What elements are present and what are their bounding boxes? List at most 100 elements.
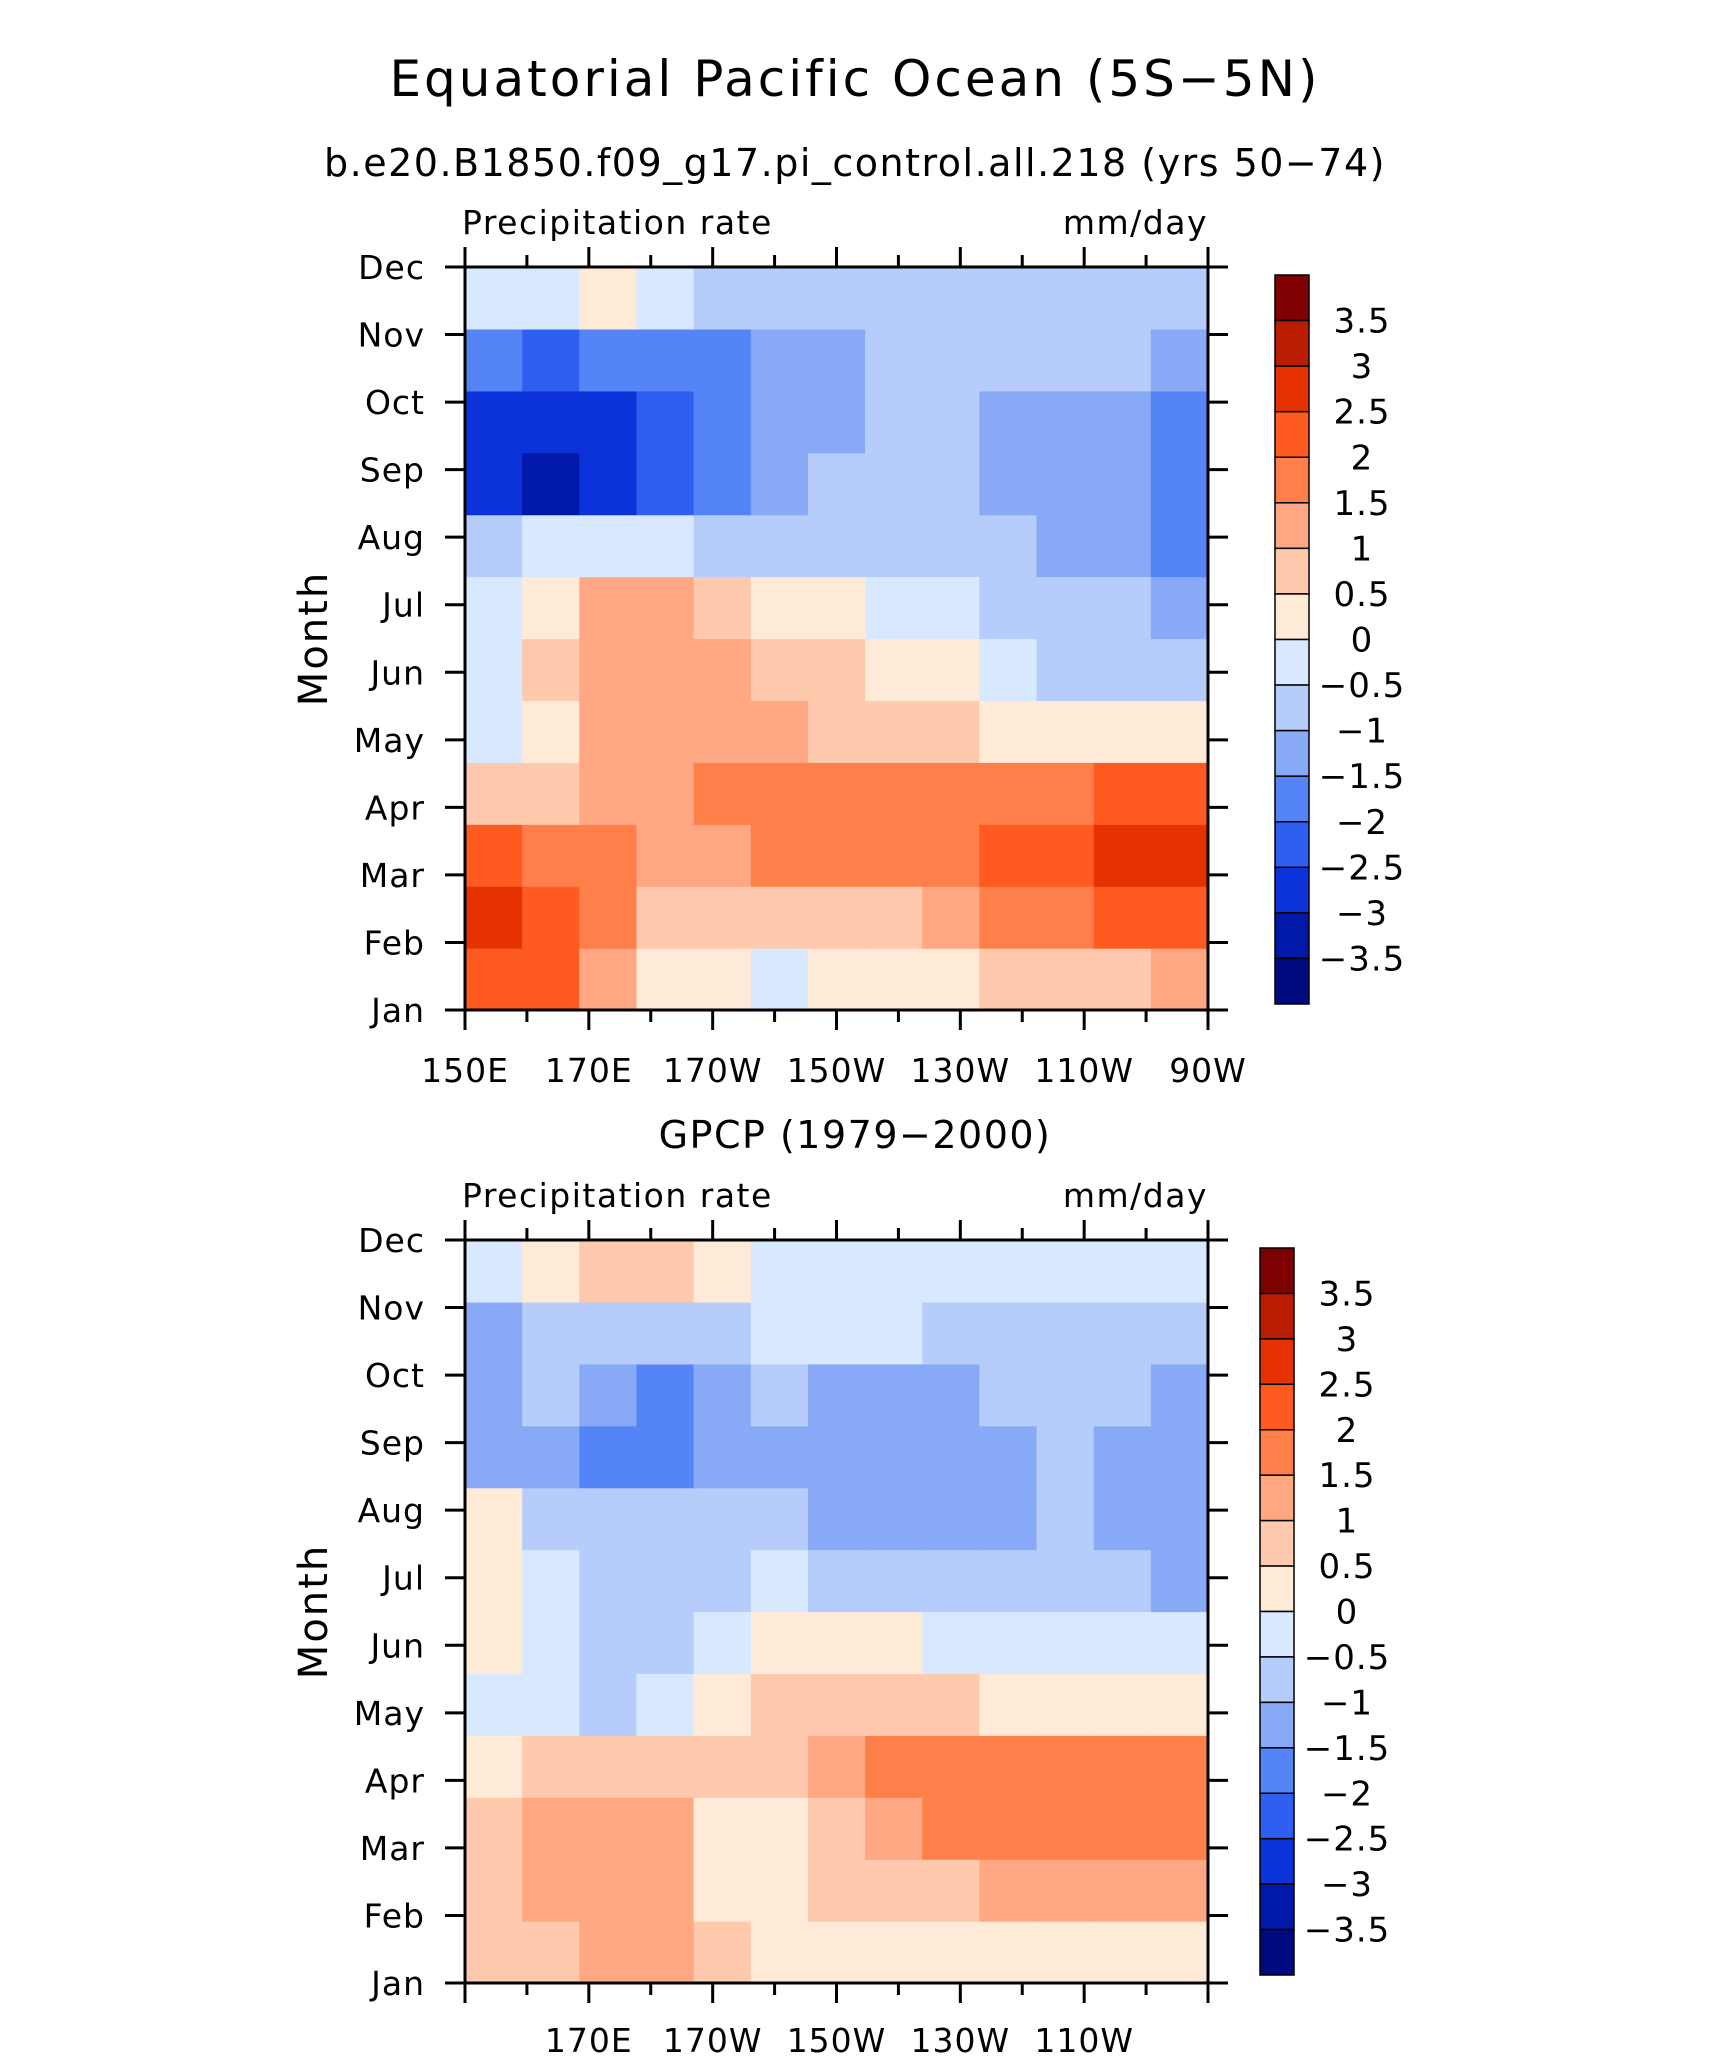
heatmap-cell xyxy=(750,1240,809,1303)
heatmap-cell xyxy=(579,1859,638,1922)
heatmap-cell xyxy=(636,700,695,763)
heatmap-cell xyxy=(1093,762,1152,825)
heatmap-cell xyxy=(750,267,809,330)
heatmap-cell xyxy=(750,1549,809,1613)
heatmap-cell xyxy=(465,762,523,825)
heatmap-cell xyxy=(522,514,580,578)
heatmap-cell xyxy=(579,700,638,763)
heatmap-cell xyxy=(636,1549,695,1613)
heatmap-cell xyxy=(1036,1735,1095,1798)
heatmap-cell xyxy=(522,1487,580,1551)
colorbar-box xyxy=(1274,821,1310,869)
heatmap-cell xyxy=(979,1735,1038,1798)
x-tick-label: 170W xyxy=(663,2021,763,2059)
colorbar-box xyxy=(1259,1792,1295,1840)
heatmap-cell xyxy=(922,1859,980,1922)
heatmap-cell xyxy=(1036,886,1095,949)
heatmap-cell xyxy=(636,824,695,887)
colorbar-label: 1 xyxy=(1351,529,1374,569)
heatmap-cell xyxy=(1150,762,1209,825)
colorbar-box xyxy=(1274,410,1310,459)
heatmap-cell xyxy=(865,1240,923,1303)
heatmap-cell xyxy=(522,948,580,1011)
x-tick-label: 170W xyxy=(663,1051,763,1090)
heatmap-cell xyxy=(807,1611,866,1675)
colorbar-label: −0.5 xyxy=(1304,1638,1391,1678)
colorbar-label: 2 xyxy=(1336,1411,1359,1451)
colorbar-box xyxy=(1274,638,1310,686)
heatmap-cell xyxy=(922,1921,980,1984)
heatmap-cell xyxy=(865,390,923,454)
heatmap-cell xyxy=(636,1301,695,1365)
heatmap-cell xyxy=(693,762,752,825)
heatmap-cell xyxy=(807,886,866,949)
x-tick-label: 170E xyxy=(545,2021,633,2059)
y-tick-label: Jul xyxy=(380,586,425,625)
y-tick-label: Jun xyxy=(368,653,425,692)
heatmap-cell xyxy=(693,1363,752,1427)
colorbar-box xyxy=(1274,957,1310,1005)
heatmap-cell xyxy=(1150,390,1209,454)
heatmap-cell xyxy=(807,452,866,516)
heatmap-cell xyxy=(1036,1673,1095,1736)
heatmap-cell xyxy=(865,1487,923,1551)
heatmap-cell xyxy=(750,328,809,392)
heatmap-cell xyxy=(979,886,1038,949)
heatmap-cell xyxy=(693,1425,752,1489)
y-tick-label: Jan xyxy=(369,991,425,1030)
colorbar-label: 3.5 xyxy=(1333,302,1390,342)
heatmap-cell xyxy=(750,1921,809,1984)
heatmap-cell xyxy=(750,1363,809,1427)
heatmap-cell xyxy=(865,1425,923,1489)
heatmap-cell xyxy=(579,1363,638,1427)
heatmap-cell xyxy=(807,1797,866,1860)
y-tick-label: Aug xyxy=(358,518,425,557)
heatmap-cell xyxy=(1036,638,1095,702)
heatmap-cell xyxy=(922,1240,980,1303)
heatmap-cell xyxy=(522,1611,580,1675)
colorbar-label: 1 xyxy=(1336,1502,1359,1542)
heatmap-cell xyxy=(465,1921,523,1984)
heatmap-cell xyxy=(465,1425,523,1489)
heatmap-cell xyxy=(865,328,923,392)
heatmap-cell xyxy=(693,1549,752,1613)
y-tick-label: May xyxy=(354,1694,425,1733)
colorbar-label: 3.5 xyxy=(1318,1274,1375,1314)
heatmap-cell xyxy=(522,700,580,763)
heatmap-cell xyxy=(636,1611,695,1675)
heatmap-cell xyxy=(636,638,695,702)
heatmap-cell xyxy=(922,328,980,392)
colorbar-label: −3 xyxy=(1321,1865,1373,1905)
heatmap-cell xyxy=(807,638,866,702)
heatmap-cell xyxy=(1150,267,1209,330)
heatmap-cell xyxy=(750,1487,809,1551)
heatmap-cell xyxy=(1093,824,1152,887)
heatmap-cell xyxy=(865,514,923,578)
heatmap-cell xyxy=(1150,948,1209,1011)
heatmap-cell xyxy=(1036,328,1095,392)
heatmap-cell xyxy=(1150,1797,1209,1860)
colorbar-box xyxy=(1274,365,1310,413)
heatmap-cell xyxy=(522,390,580,454)
heatmap-cell xyxy=(1093,1859,1152,1922)
heatmap-cell xyxy=(922,1363,980,1427)
heatmap-cell xyxy=(465,1240,523,1303)
heatmap-cell xyxy=(522,886,580,949)
heatmap-cell xyxy=(807,1859,866,1922)
heatmap-cell xyxy=(693,452,752,516)
heatmap-cell xyxy=(922,638,980,702)
heatmap-cell xyxy=(1093,1363,1152,1427)
heatmap-cell xyxy=(522,1549,580,1613)
heatmap-cell xyxy=(636,1735,695,1798)
heatmap-cells xyxy=(465,1240,1209,1984)
colorbar-label: −3 xyxy=(1336,894,1388,934)
heatmap-cell xyxy=(922,452,980,516)
heatmap-cell xyxy=(979,390,1038,454)
heatmap-cell xyxy=(807,1301,866,1365)
heatmap-cell xyxy=(1093,328,1152,392)
heatmap-cell xyxy=(979,328,1038,392)
heatmap-cell xyxy=(1093,700,1152,763)
heatmap-cell xyxy=(1150,1859,1209,1922)
heatmap-cell xyxy=(865,1673,923,1736)
heatmap-cell xyxy=(522,824,580,887)
